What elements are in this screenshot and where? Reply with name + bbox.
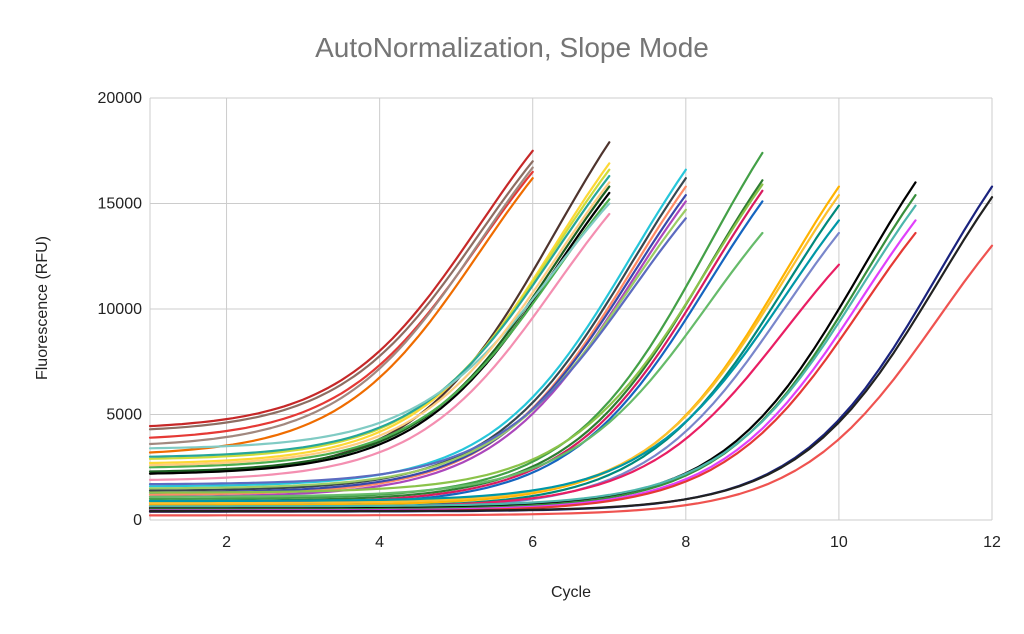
chart-title: AutoNormalization, Slope Mode [315, 32, 709, 63]
x-tick-label: 10 [830, 534, 848, 551]
series-line-s37 [148, 204, 917, 508]
series-line-s42 [148, 244, 994, 517]
tick-labels: 0 5000 10000 15000 20000 2 4 6 8 10 12 [98, 90, 1002, 551]
series-line-s41 [148, 196, 994, 513]
series-line-s5 [148, 177, 534, 454]
y-tick-label: 20000 [98, 90, 143, 107]
x-tick-label: 2 [222, 534, 231, 551]
y-tick-label: 15000 [98, 196, 143, 213]
series-line-s7 [148, 162, 611, 465]
x-axis-label: Cycle [551, 584, 591, 601]
series-line-s20 [148, 200, 687, 498]
series-line-s19 [148, 194, 687, 494]
gridlines [149, 97, 993, 521]
series-line-s4 [148, 166, 534, 446]
series-line-s14 [148, 212, 611, 481]
series-line-s29 [148, 185, 840, 507]
series-line-s32 [148, 219, 840, 503]
series-line-s17 [148, 177, 687, 492]
x-tick-label: 8 [681, 534, 690, 551]
series-line-s13 [148, 202, 611, 450]
x-tick-label: 6 [528, 534, 537, 551]
series-line-s1 [148, 149, 534, 428]
x-tick-label: 4 [375, 534, 384, 551]
series-line-s18 [148, 185, 687, 496]
series-line-s12 [148, 198, 611, 469]
series-line-s21 [148, 208, 687, 490]
series-line-s34 [148, 263, 840, 509]
series-line-s22 [148, 217, 687, 486]
y-tick-label: 5000 [106, 407, 142, 424]
series-lines [148, 141, 994, 517]
x-tick-label: 12 [983, 534, 1001, 551]
series-line-s9 [148, 175, 611, 458]
series-line-s2 [148, 160, 534, 431]
series-line-s8 [148, 168, 611, 460]
y-tick-label: 10000 [98, 301, 143, 318]
series-line-s15 [148, 181, 611, 467]
series-line-s27 [148, 231, 764, 498]
y-axis-label: Fluorescence (RFU) [34, 236, 51, 380]
series-line-s30 [148, 194, 840, 505]
y-tick-label: 0 [133, 512, 142, 529]
series-line-s28 [148, 183, 764, 494]
